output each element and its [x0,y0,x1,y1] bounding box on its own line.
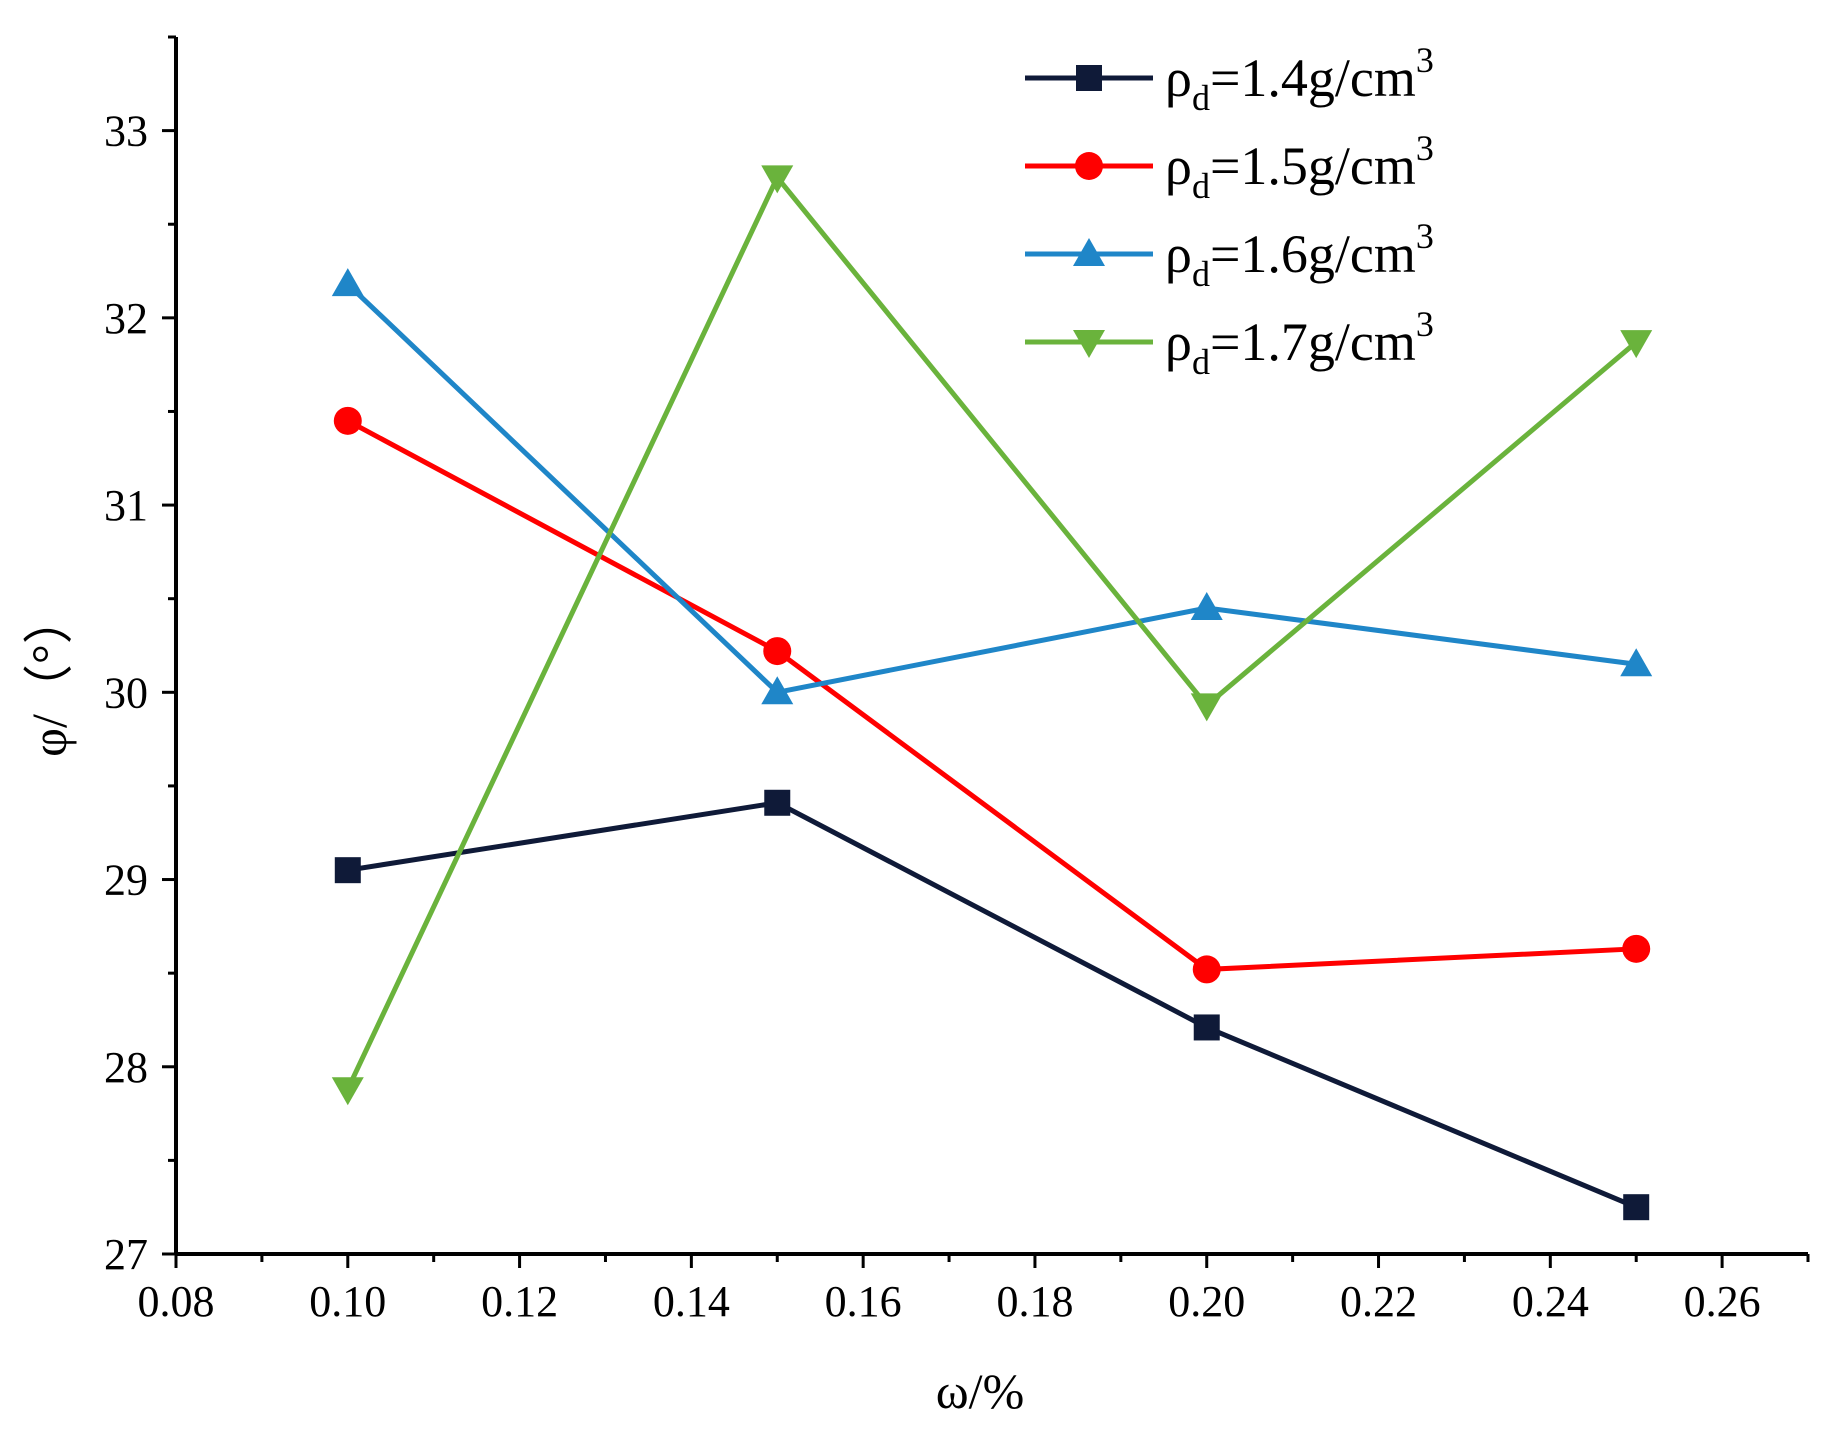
legend: ρd=1.4g/cm3 ρd=1.5g/cm3 ρd=1.6g/cm3 ρd=1.7g… [1025,40,1434,382]
legend-label-3: ρd=1.6g/cm3 [1165,216,1434,294]
x-tick-label-0_24: 0.24 [1512,1277,1589,1326]
data-point-s4-0_25 [1620,330,1653,359]
legend-marker-1 [1076,65,1102,91]
series-2 [333,406,1651,984]
data-point-s1-0_15 [764,789,791,816]
x-tick-label-0_16: 0.16 [825,1277,902,1326]
legend-marker-3 [1073,238,1105,266]
y-axis-title: φ/（°） [21,594,77,757]
legend-marker-4 [1073,330,1105,358]
data-point-s2-0_2 [1192,955,1221,984]
y-tick-label-31: 31 [104,481,148,530]
legend-item-1: ρd=1.4g/cm3 [1025,40,1434,118]
data-point-s2-0_1 [333,406,362,435]
y-tick-label-30: 30 [104,668,148,717]
series-1 [334,789,1650,1221]
data-point-s1-0_1 [334,857,361,884]
series-4 [331,165,1653,1106]
legend-label-4: ρd=1.7g/cm3 [1165,304,1434,382]
y-tick-label-33: 33 [104,107,148,156]
y-tick-label-27: 27 [104,1230,148,1279]
x-tick-label-0_26: 0.26 [1684,1277,1761,1326]
data-point-s4-0_2 [1190,693,1223,722]
y-tick-label-29: 29 [104,856,148,905]
x-axis-title: ω/% [936,1363,1024,1419]
data-point-s4-0_1 [331,1077,364,1106]
series-line-1 [347,800,1638,1210]
series-3 [331,268,1653,705]
x-tick-label-0_18: 0.18 [996,1277,1073,1326]
x-tick-label-0_20: 0.20 [1168,1277,1245,1326]
data-point-s1-0_25 [1623,1194,1650,1221]
axes: 27 28 29 30 31 32 33 0.08 0.10 0.12 0.14 0.16 0.18 0.… [21,35,1810,1419]
data-point-s3-0_15 [761,676,794,705]
legend-item-4: ρd=1.7g/cm3 [1025,304,1434,382]
legend-marker-2 [1075,152,1103,180]
y-tick-label-28: 28 [104,1043,148,1092]
x-tick-label-0_08: 0.08 [138,1277,215,1326]
legend-item-2: ρd=1.5g/cm3 [1025,128,1434,206]
data-point-s3-0_25 [1620,648,1653,677]
legend-label-1: ρd=1.4g/cm3 [1165,40,1434,118]
series-line-3 [346,282,1637,696]
data-point-s3-0_2 [1190,592,1223,621]
x-tick-label-0_12: 0.12 [481,1277,558,1326]
x-tick-label-0_14: 0.14 [653,1277,730,1326]
series-line-2 [346,418,1637,972]
x-tick-label-0_22: 0.22 [1340,1277,1417,1326]
data-point-s2-0_15 [763,637,792,666]
series-line-4 [345,172,1638,1091]
series-layer [331,165,1653,1221]
data-point-s2-0_25 [1622,934,1651,963]
data-point-s1-0_2 [1193,1014,1220,1041]
data-point-s3-0_1 [331,268,364,297]
legend-label-2: ρd=1.5g/cm3 [1165,128,1434,206]
y-tick-label-32: 32 [104,294,148,343]
data-point-s4-0_15 [761,165,794,194]
legend-item-3: ρd=1.6g/cm3 [1025,216,1434,294]
x-tick-label-0_10: 0.10 [309,1277,386,1326]
